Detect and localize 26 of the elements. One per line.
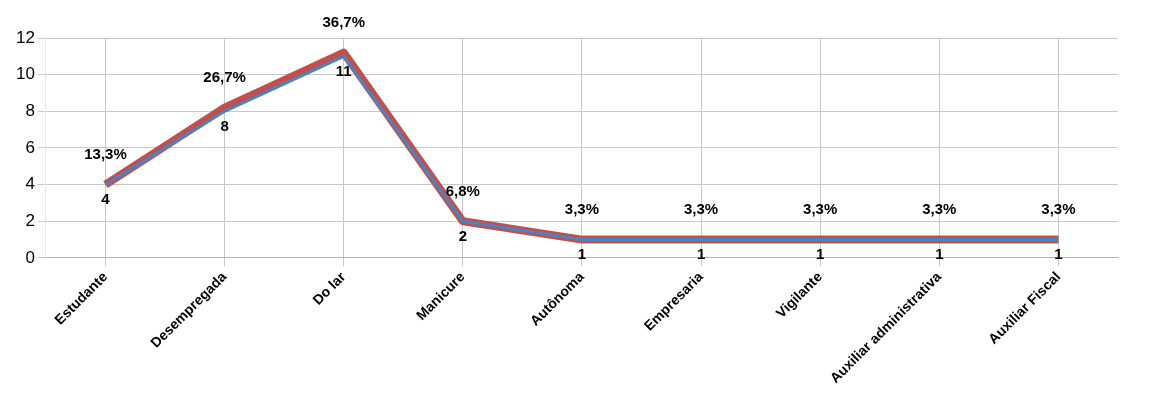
data-label: 1 <box>1054 245 1063 263</box>
data-label: 2 <box>458 226 468 244</box>
y-tick-label: 8 <box>25 101 35 120</box>
annotation: 3,3% <box>803 200 838 218</box>
y-tick-label: 4 <box>25 174 35 194</box>
data-label: 8 <box>220 116 229 134</box>
annotation: 13,3% <box>84 145 127 163</box>
x-tick-label: Do lar <box>309 268 349 308</box>
annotation: 3,3% <box>683 200 719 218</box>
annotation: 6,8% <box>445 181 480 199</box>
data-label: 11 <box>335 61 352 79</box>
annotation: 26,7% <box>203 68 246 86</box>
y-tick-label: 10 <box>15 64 35 84</box>
data-label: 1 <box>577 245 587 263</box>
y-tick-label: 2 <box>25 210 35 230</box>
data-label: 1 <box>935 245 944 263</box>
y-tick-label: 6 <box>25 137 35 157</box>
annotation: 36,7% <box>322 13 365 31</box>
y-tick-label: 0 <box>25 247 35 267</box>
annotation: 3,3% <box>922 200 957 218</box>
data-label: 1 <box>696 245 706 263</box>
y-tick-label: 12 <box>15 27 35 47</box>
data-label: 1 <box>816 245 825 263</box>
annotation: 3,3% <box>1041 200 1076 218</box>
annotation: 3,3% <box>564 200 600 218</box>
data-label: 4 <box>101 190 111 208</box>
